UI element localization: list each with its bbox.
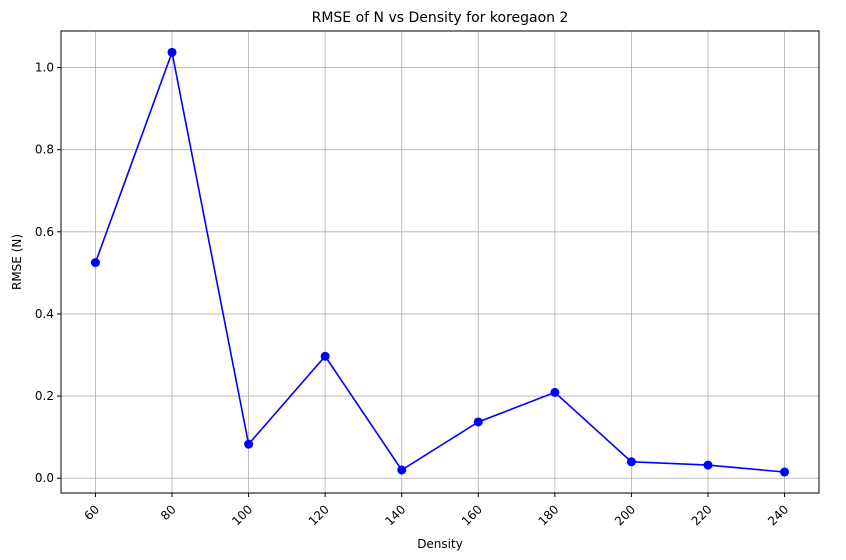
- data-point: [320, 351, 330, 361]
- grid-layer: [61, 31, 819, 493]
- x-tick-label: 200: [612, 502, 638, 528]
- x-tick-label: 220: [689, 502, 715, 528]
- data-point: [167, 47, 177, 57]
- x-tick-label: 140: [382, 502, 408, 528]
- y-tick-label: 0.4: [35, 307, 54, 321]
- data-point: [397, 465, 407, 475]
- x-tick-label: 100: [229, 502, 255, 528]
- x-tick-label: 180: [535, 502, 561, 528]
- y-tick-label: 1.0: [35, 61, 54, 75]
- x-tick-label: 240: [765, 502, 791, 528]
- y-tick-label: 0.8: [35, 143, 54, 157]
- x-tick-label: 80: [158, 502, 179, 523]
- ticks-layer: 60 80 100 120 140 160 180 200 220 240 0.0 0.2 0.4 0.6…: [35, 61, 791, 529]
- series-layer: [90, 47, 790, 477]
- series-line: [94, 49, 785, 473]
- x-tick-label: 160: [459, 502, 485, 528]
- data-point: [473, 417, 483, 427]
- y-tick-label: 0.6: [35, 225, 54, 239]
- data-point: [626, 457, 636, 467]
- x-tick-label: 60: [81, 502, 102, 523]
- data-point: [90, 258, 100, 268]
- data-point: [244, 439, 254, 449]
- data-point: [550, 387, 560, 397]
- y-tick-label: 0.2: [35, 389, 54, 403]
- y-tick-label: 0.0: [35, 471, 54, 485]
- data-point: [703, 460, 713, 470]
- y-axis-label: RMSE (N): [10, 234, 24, 290]
- plot-frame: [60, 30, 820, 494]
- data-point: [780, 467, 790, 477]
- x-axis-label: Density: [417, 537, 463, 551]
- chart-title: RMSE of N vs Density for koregaon 2: [312, 10, 569, 26]
- x-tick-label: 120: [306, 502, 332, 528]
